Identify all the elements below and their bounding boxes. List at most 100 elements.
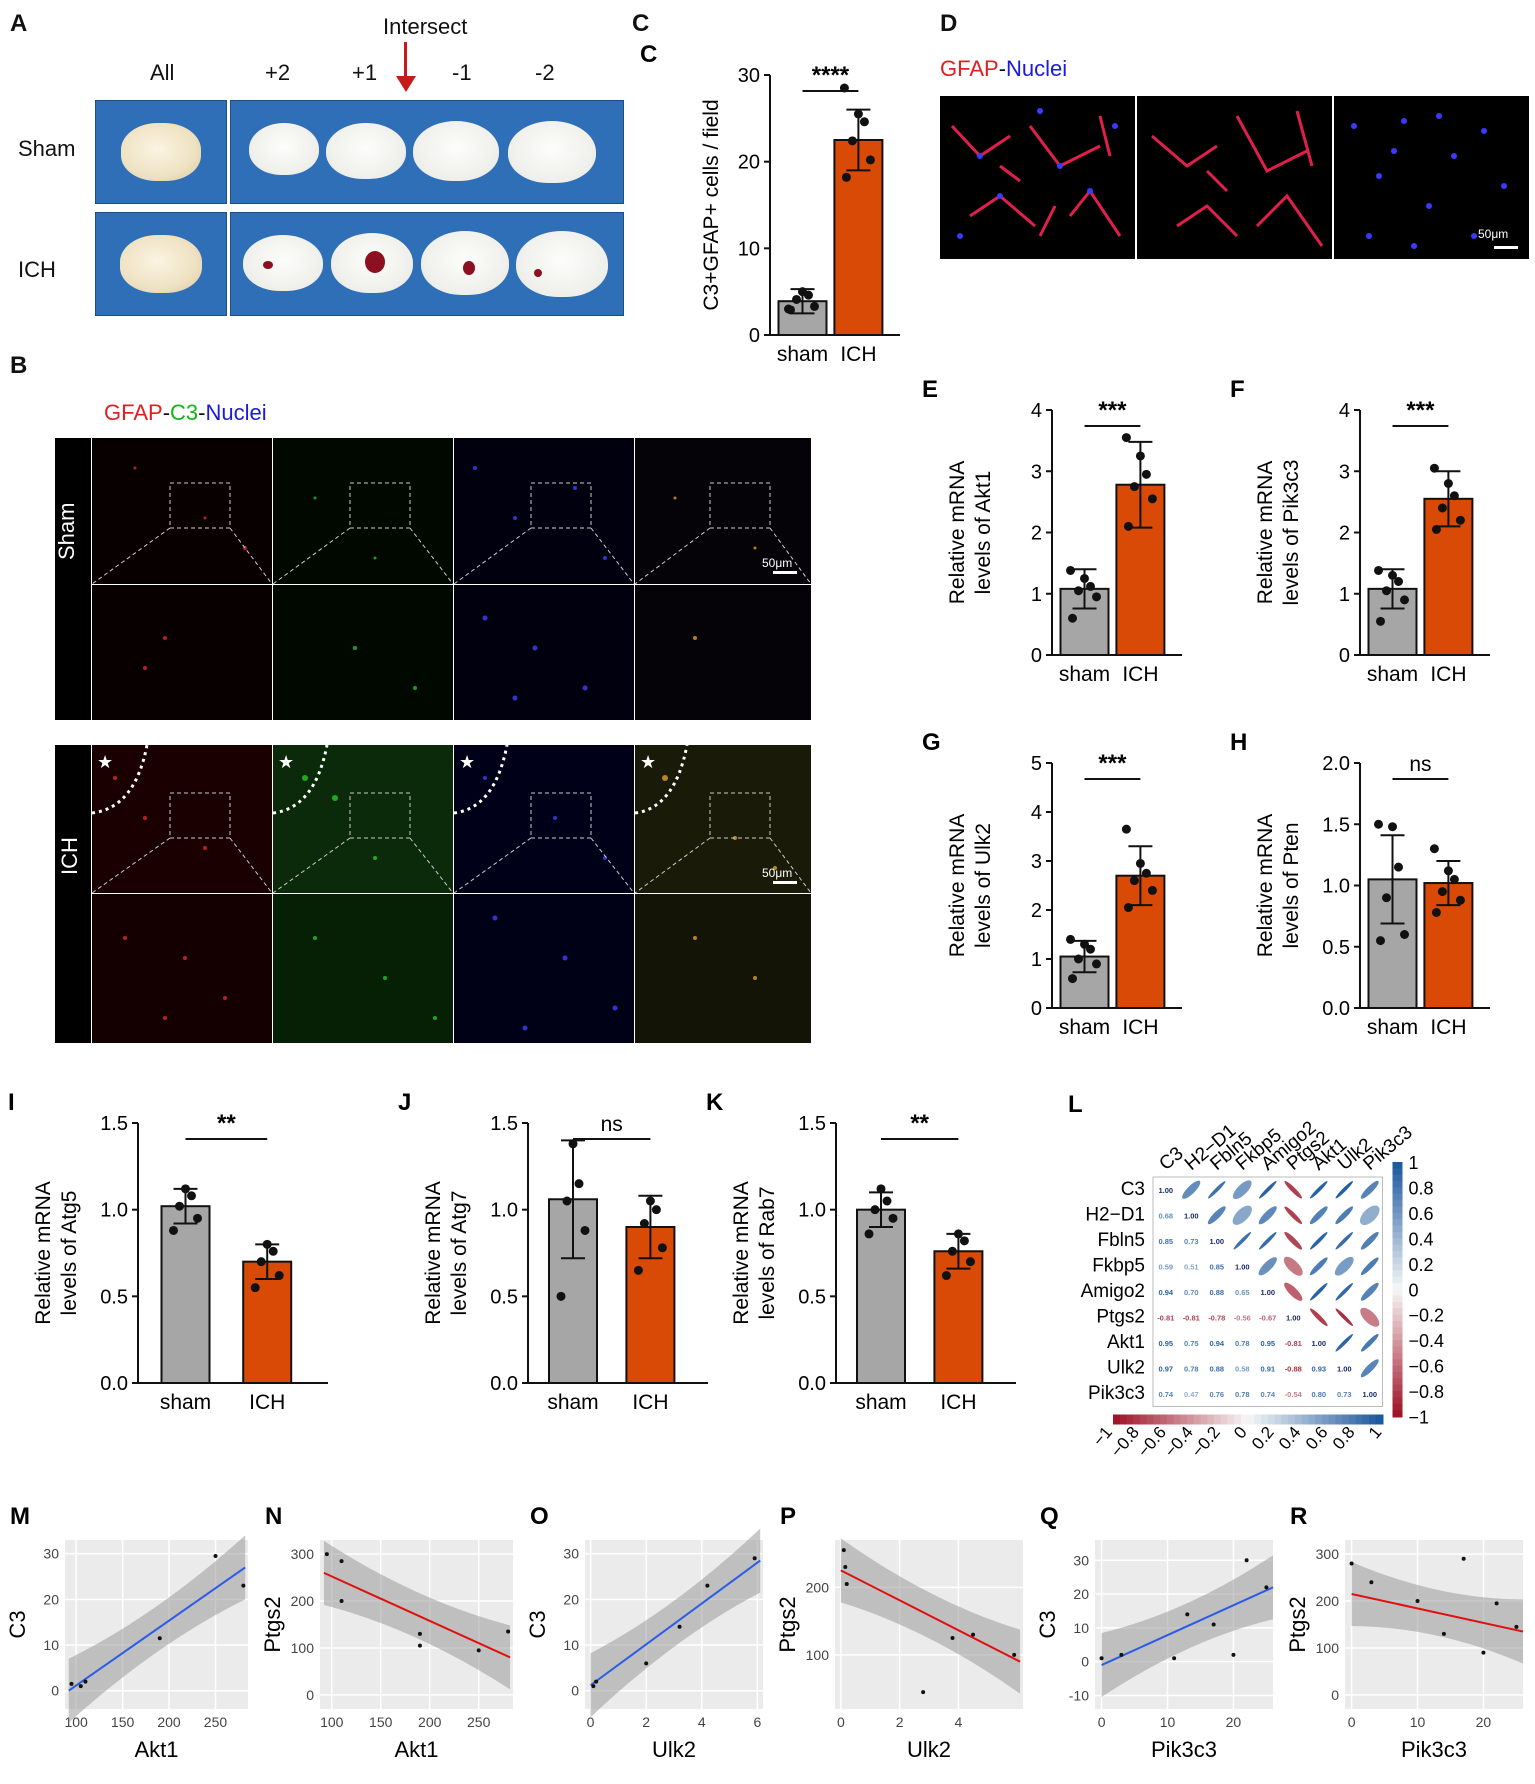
y-tick-label: 20 [738, 152, 760, 174]
intersect-label: Intersect [383, 14, 468, 39]
y-tick-label: 200 [291, 1593, 315, 1609]
data-point [1394, 577, 1403, 586]
significance-label: ** [910, 1110, 929, 1137]
y-tick-label: 0 [749, 325, 760, 347]
corr-value: 0.76 [1209, 1390, 1224, 1399]
data-point [947, 1246, 957, 1256]
data-point [1141, 469, 1151, 479]
data-point [268, 1246, 278, 1256]
panel-label: K [706, 1089, 724, 1116]
corr-value: -0.54 [1285, 1390, 1303, 1399]
scatter-point [1461, 1556, 1466, 1561]
y-tick-label: 30 [43, 1546, 59, 1562]
data-point [633, 1265, 643, 1275]
y-axis-label: Ptgs2 [260, 1596, 285, 1652]
scatter-point [1012, 1652, 1017, 1657]
panel-label: N [265, 1503, 282, 1530]
y-tick-label: 1 [1031, 584, 1042, 606]
data-point [1388, 822, 1397, 832]
colorbar-segment [1392, 1193, 1403, 1202]
y-tick-label: 1.0 [100, 1200, 128, 1222]
x-tick-label: sham [1367, 1016, 1418, 1039]
x-tick-label: 0 [1348, 1714, 1356, 1730]
scatter-q: Q 0 10 20 -10 0 10 20 30 Pik3c3 C3 [1035, 1500, 1285, 1779]
data-point [888, 1213, 898, 1223]
corr-ellipse [1335, 1282, 1354, 1301]
y-tick-label: 0.5 [798, 1286, 826, 1308]
corr-value: 0.97 [1158, 1364, 1173, 1373]
micro-b-grid: ★ ★ ★ ★ [55, 438, 811, 1043]
y-tick-label: 3 [1339, 461, 1350, 483]
colorbar-segment [1369, 1414, 1377, 1425]
y-tick-label: 1.0 [1322, 876, 1350, 898]
bar-chart-f: F 0 1 2 3 4 Relative mRNA levels of Pik3c3 sham I… [1230, 375, 1510, 710]
data-point [175, 1201, 184, 1211]
y-tick-label: 10 [738, 238, 760, 260]
legend-b-gfap: GFAP [104, 400, 163, 425]
corr-value: 0.78 [1235, 1390, 1250, 1399]
scatter-point [841, 1548, 846, 1553]
colorbar-segment [1392, 1168, 1403, 1176]
scale-b-ich: 50μm [762, 866, 793, 880]
x-tick-label: 100 [64, 1714, 88, 1730]
y-axis-label: Relative mRNA [730, 1181, 753, 1325]
colorbar-segment [1392, 1403, 1403, 1412]
x-tick-label: 0 [837, 1714, 845, 1730]
y-tick-label: 0.5 [490, 1286, 518, 1308]
y-tick-label: 0.0 [490, 1373, 518, 1395]
scatter-p: P 0 2 4 100 200 Ulk2 Ptgs2 [775, 1500, 1035, 1779]
legend-d: GFAP-Nuclei [940, 56, 1067, 82]
panel-label-c: C [632, 10, 650, 37]
regression-line [323, 1571, 511, 1659]
y-tick-label: 300 [291, 1546, 315, 1562]
y-tick-label: 20 [43, 1591, 59, 1607]
data-point [882, 1196, 892, 1206]
data-point [865, 155, 875, 165]
data-point [1400, 595, 1409, 605]
bar-chart-g: G 0 1 2 3 4 5 Relative mRNA levels of Ulk2 sham IC… [922, 728, 1202, 1063]
y-tick-label: 30 [738, 65, 760, 87]
data-point [1374, 565, 1383, 575]
colorbar-segment [1254, 1414, 1263, 1425]
row-gene-label: Fkbp5 [1092, 1255, 1145, 1276]
scatter-point [1185, 1612, 1190, 1617]
data-point [1068, 613, 1077, 623]
data-point [1388, 570, 1397, 580]
data-point [870, 1205, 880, 1215]
scatter-svg-o: O 0 2 4 6 0 10 20 30 Ulk2 C3 [525, 1503, 763, 1762]
bar-svg-e: E 0 1 2 3 4 Relative mRNA levels of Akt1 sham ICH… [922, 376, 1182, 686]
corr-ellipse [1360, 1333, 1379, 1352]
regression-line [589, 1559, 761, 1687]
corr-value: 0.85 [1158, 1237, 1173, 1246]
data-point [1123, 903, 1133, 913]
panel-label: R [1290, 1503, 1307, 1530]
bar-svg-f: F 0 1 2 3 4 Relative mRNA levels of Pik3c3 sham I… [1230, 376, 1490, 686]
colorbar-segment [1166, 1414, 1175, 1425]
colorbar-segment [1392, 1270, 1403, 1278]
y-axis-label: Ptgs2 [1285, 1596, 1310, 1652]
y-tick-label: 100 [806, 1647, 830, 1663]
colorbar-segment [1392, 1251, 1403, 1259]
y-axis-label: Ptgs2 [775, 1596, 800, 1652]
y-tick-label: -10 [1069, 1687, 1089, 1703]
scatter-point [971, 1632, 976, 1637]
row-gene-label: C3 [1121, 1179, 1145, 1200]
colorbar-segment [1348, 1414, 1357, 1425]
x-tick-label: 0 [1098, 1714, 1106, 1730]
scatter-n: N 100 150 200 250 0 100 200 300 Akt1 Ptgs2 [260, 1500, 525, 1779]
correlation-matrix-l: L C3 C3 H2−D1 H2−D1 Fbln5 Fbln5 Fkbp5 Fkbp5 Amigo… [1058, 1082, 1530, 1492]
regression-line [1351, 1593, 1524, 1633]
row-b-sham: Sham [54, 502, 79, 560]
colorbar-tick: 0.2 [1409, 1255, 1434, 1275]
corr-ellipse [1258, 1231, 1277, 1250]
corr-value: 0.74 [1260, 1390, 1275, 1399]
bar-svg-h: H 0.0 0.5 1.0 1.5 2.0 Relative mRNA levels of P… [1230, 729, 1490, 1039]
bar-chart-k: K 0.0 0.5 1.0 1.5 Relative mRNA levels of Rab7… [706, 1088, 1036, 1438]
colorbar-segment [1392, 1181, 1403, 1189]
corr-value: 0.68 [1158, 1211, 1173, 1220]
data-point [1376, 936, 1385, 946]
colorbar-segment [1133, 1414, 1141, 1425]
y-tick-label: 10 [43, 1637, 59, 1653]
corr-value: 0.91 [1260, 1364, 1275, 1373]
data-point [1431, 524, 1441, 534]
